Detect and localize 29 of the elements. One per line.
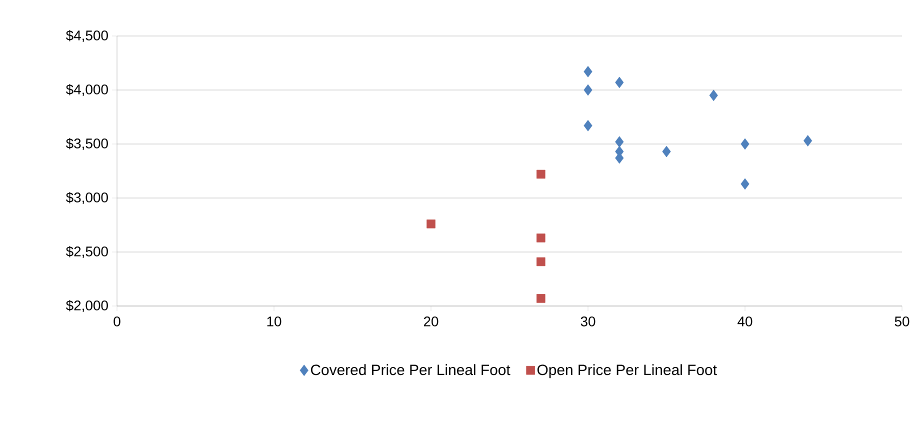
point (740, 138, 750, 150)
legend-label: Open Price Per Lineal Foot (537, 364, 717, 378)
point (584, 120, 592, 132)
y-tick-label: $3,500 (66, 138, 108, 150)
point (426, 220, 436, 228)
y-tick-label: $2,000 (66, 300, 108, 312)
x-tick-label: 0 (114, 316, 120, 326)
y-tick-label: $3,000 (66, 192, 108, 204)
x-tick-label: 20 (424, 316, 438, 326)
point (615, 76, 624, 88)
x-tick-label: 40 (738, 316, 752, 326)
point (584, 84, 592, 96)
point (615, 136, 624, 148)
point (536, 170, 546, 179)
x-tick-label: 10 (267, 316, 282, 326)
y-tick-label: $4,500 (66, 30, 108, 42)
point (536, 234, 546, 242)
x-tick-label: 50 (894, 316, 910, 326)
point (740, 178, 750, 190)
y-tick-label: $4,000 (66, 84, 108, 96)
point (662, 146, 671, 158)
point (536, 257, 546, 266)
point (536, 294, 546, 303)
x-tick-label: 30 (580, 316, 596, 326)
y-tick-label: $2,500 (66, 246, 108, 258)
point (804, 135, 812, 146)
legend-label: Covered Price Per Lineal Foot (310, 364, 510, 376)
point (709, 90, 718, 102)
point (584, 66, 592, 78)
